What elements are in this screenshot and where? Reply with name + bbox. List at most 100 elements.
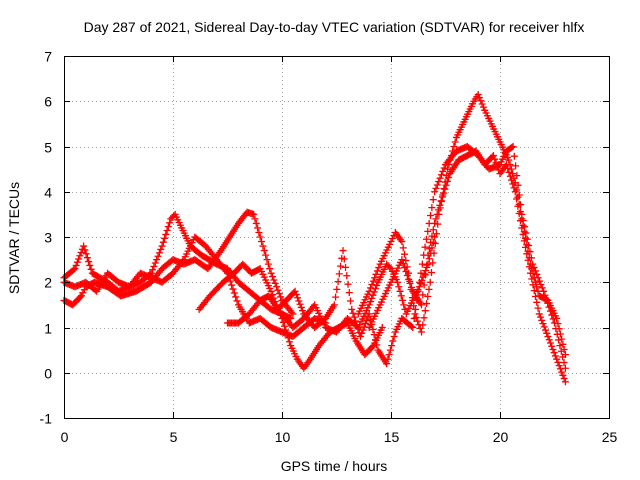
data-point — [255, 228, 263, 236]
data-point — [421, 271, 429, 279]
data-point — [386, 346, 394, 354]
data-point — [369, 325, 377, 333]
data-point — [425, 245, 433, 253]
y-tick-label: 3 — [44, 230, 52, 246]
data-point — [410, 314, 418, 322]
data-point — [332, 293, 340, 301]
data-point — [523, 235, 531, 243]
data-point — [532, 292, 540, 300]
data-point — [271, 279, 279, 287]
data-point — [505, 168, 513, 176]
data-point — [474, 90, 482, 98]
data-point — [514, 181, 522, 189]
data-point — [80, 286, 88, 294]
data-point — [557, 347, 565, 355]
data-point — [527, 254, 535, 262]
data-point — [508, 143, 516, 151]
x-tick-label: 15 — [384, 429, 400, 445]
data-point — [384, 355, 392, 363]
data-point — [420, 314, 428, 322]
data-point — [427, 212, 435, 220]
data-point — [409, 324, 417, 331]
data-point — [400, 301, 408, 309]
data-point — [534, 304, 542, 312]
data-point — [438, 193, 446, 201]
data-point — [365, 287, 373, 295]
data-point — [504, 164, 512, 172]
data-point — [528, 275, 536, 283]
data-point — [399, 260, 407, 268]
data-point — [533, 270, 541, 278]
data-point — [154, 252, 162, 260]
data-point — [397, 292, 405, 300]
data-point — [413, 296, 421, 304]
data-point — [339, 247, 347, 255]
data-point — [371, 274, 379, 282]
data-point — [258, 238, 266, 246]
data-point — [359, 326, 367, 334]
data-point — [511, 188, 519, 196]
data-point — [273, 283, 281, 291]
data-point — [299, 307, 307, 315]
data-point — [529, 260, 537, 268]
series-track-h — [365, 147, 569, 386]
data-point — [476, 94, 484, 102]
y-tick-label: 1 — [44, 321, 52, 337]
data-point — [356, 333, 364, 341]
data-point — [292, 291, 300, 299]
data-point — [503, 161, 511, 169]
data-point — [540, 287, 548, 295]
data-point — [437, 197, 445, 205]
data-point — [418, 301, 426, 309]
data-point — [538, 316, 546, 324]
data-point — [394, 278, 402, 286]
data-point — [508, 176, 516, 184]
chart-title: Day 287 of 2021, Sidereal Day-to-day VTE… — [84, 19, 585, 35]
data-point — [545, 303, 553, 311]
data-point — [262, 251, 270, 259]
data-point — [548, 342, 556, 350]
data-point — [86, 261, 94, 269]
data-point — [521, 223, 529, 231]
data-point — [416, 278, 424, 286]
data-point — [267, 269, 275, 277]
series-track-f — [278, 233, 439, 336]
data-point — [426, 278, 434, 286]
data-point — [544, 299, 552, 307]
data-point — [553, 330, 561, 338]
data-point — [478, 100, 486, 108]
data-point — [259, 242, 267, 250]
data-point — [289, 310, 297, 318]
data-point — [149, 266, 157, 274]
data-point — [388, 342, 396, 350]
data-point — [82, 250, 90, 258]
data-point — [407, 322, 415, 330]
data-point — [251, 215, 259, 223]
data-point — [232, 293, 240, 301]
data-point — [294, 294, 302, 302]
data-point — [345, 289, 353, 297]
data-point — [555, 336, 563, 344]
data-point — [418, 328, 426, 336]
data-point — [153, 256, 161, 264]
data-point — [427, 269, 435, 277]
data-point — [401, 264, 409, 272]
data-point — [555, 362, 563, 370]
data-point — [71, 265, 79, 273]
data-point — [530, 287, 538, 295]
data-point — [513, 195, 521, 203]
data-point — [73, 258, 81, 266]
data-point — [510, 152, 518, 160]
data-point — [285, 338, 293, 346]
data-point — [561, 378, 569, 386]
data-point — [233, 297, 241, 305]
data-point — [491, 155, 499, 163]
data-point — [263, 256, 271, 264]
data-point — [429, 196, 437, 204]
data-point — [369, 277, 377, 285]
data-point — [527, 269, 535, 277]
data-point — [554, 358, 562, 366]
data-point — [533, 283, 541, 291]
data-point — [83, 254, 91, 262]
data-point — [561, 364, 569, 372]
